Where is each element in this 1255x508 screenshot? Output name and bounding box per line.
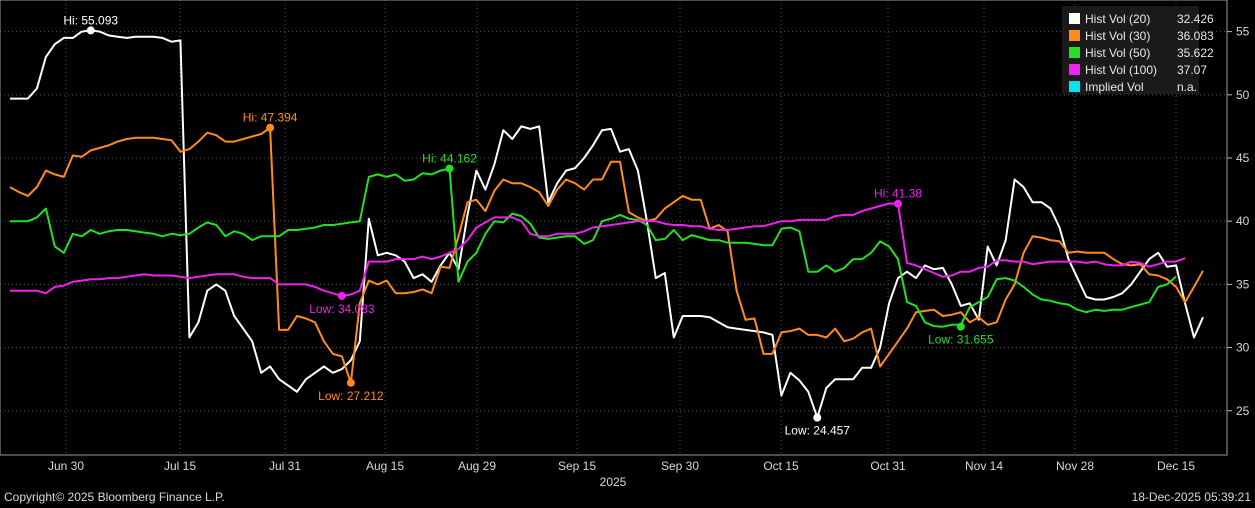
series-line-1 (9, 126, 1204, 384)
y-tick-label: 35 (1236, 277, 1250, 291)
x-tick-label: Oct 15 (763, 459, 799, 473)
legend-box (1062, 6, 1199, 94)
x-axis: 2025 Jun 30 Jul 15 Jul 31 Aug 15 Aug 29 Sep 1… (48, 459, 1195, 489)
x-tick-label: Jun 30 (48, 459, 84, 473)
x-tick-label: Aug 29 (458, 459, 496, 473)
copyright-text: Copyright© 2025 Bloomberg Finance L.P. (4, 490, 225, 504)
y-tick-label: 55 (1236, 25, 1250, 39)
y-tick-label: 50 (1236, 88, 1250, 102)
x-tick-label: Aug 15 (366, 459, 404, 473)
plot-frame (0, 0, 1228, 456)
legend-swatch (1069, 13, 1080, 24)
annotation-marker (266, 123, 275, 132)
x-tick-label: Nov 14 (965, 459, 1003, 473)
grid-lines (0, 0, 1227, 455)
annotation-marker (445, 164, 454, 173)
annotation-marker (813, 413, 822, 422)
annotation-label: Low: 34.083 (309, 302, 375, 316)
legend-swatch (1069, 64, 1080, 75)
y-tick-label: 30 (1236, 341, 1250, 355)
series-line-2 (10, 167, 1177, 328)
annotation-marker (956, 322, 965, 331)
legend: Hist Vol (20) 32.426 Hist Vol (30) 36.083 Hi… (1062, 6, 1214, 94)
annotations: Hi: 55.093 Low: 24.457 Hi: 47.394 Low: 27.2… (63, 13, 993, 437)
y-tick-label: 45 (1236, 151, 1250, 165)
x-tick-label: Sep 15 (558, 459, 596, 473)
x-tick-label: Oct 31 (870, 459, 906, 473)
legend-value: 36.083 (1177, 29, 1214, 43)
series-line-3 (10, 202, 1186, 297)
annotation-marker (86, 26, 95, 35)
annotation-label: Hi: 55.093 (63, 13, 118, 27)
legend-label: Hist Vol (20) (1085, 12, 1150, 26)
legend-swatch (1069, 30, 1080, 41)
legend-swatch (1069, 81, 1080, 92)
annotation-marker (894, 199, 903, 208)
x-tick-label: Dec 15 (1157, 459, 1195, 473)
legend-value: n.a. (1177, 80, 1197, 94)
y-tick-label: 40 (1236, 214, 1250, 228)
y-tick-label: 25 (1236, 404, 1250, 418)
x-tick-label: Nov 28 (1056, 459, 1094, 473)
timestamp-text: 18-Dec-2025 05:39:21 (1131, 490, 1251, 504)
x-tick-label: Jul 31 (269, 459, 301, 473)
series-line-0 (10, 29, 1204, 419)
series-lines (9, 29, 1204, 419)
x-axis-year-label: 2025 (600, 475, 627, 489)
legend-label: Implied Vol (1085, 80, 1144, 94)
legend-swatch (1069, 47, 1080, 58)
annotation-marker (346, 378, 355, 387)
y-axis: 25 30 35 40 45 50 55 (1227, 25, 1250, 418)
annotation-label: Low: 24.457 (785, 424, 851, 438)
legend-label: Hist Vol (30) (1085, 29, 1150, 43)
annotation-label: Hi: 47.394 (243, 111, 298, 125)
legend-value: 37.07 (1177, 63, 1207, 77)
annotation-marker (337, 291, 346, 300)
annotation-label: Low: 27.212 (318, 389, 384, 403)
legend-value: 35.622 (1177, 46, 1214, 60)
x-tick-label: Jul 15 (164, 459, 196, 473)
legend-label: Hist Vol (50) (1085, 46, 1150, 60)
legend-value: 32.426 (1177, 12, 1214, 26)
x-tick-label: Sep 30 (661, 459, 699, 473)
annotation-label: Low: 31.655 (928, 333, 994, 347)
legend-label: Hist Vol (100) (1085, 63, 1157, 77)
annotation-label: Hi: 41.38 (874, 187, 922, 201)
annotation-label: Hi: 44.162 (422, 152, 477, 166)
